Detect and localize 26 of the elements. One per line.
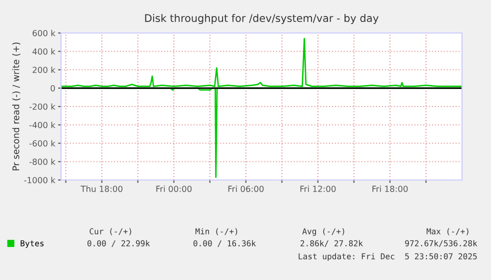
text: Cur (-/+) xyxy=(90,228,132,236)
text: Last update: Fri Dec 5 23:50:07 2025 xyxy=(298,253,477,261)
y-tick-label: -600 k xyxy=(29,140,56,147)
y-tick-label: 0 xyxy=(50,85,55,92)
y-tick-label: -1000 k xyxy=(24,176,56,184)
text: Avg (-/+) xyxy=(302,228,344,236)
text: 972.67k/536.28k xyxy=(405,240,478,247)
y-tick-label: 400 k xyxy=(32,48,56,55)
x-tick-label: Thu 18:00 xyxy=(80,186,122,192)
y-tick-label: 600 k xyxy=(32,30,56,36)
x-tick-label: Fri 06:00 xyxy=(228,186,264,192)
y-tick-label: 200 k xyxy=(32,66,56,74)
text: Min (-/+) xyxy=(196,228,238,236)
x-tick-label: Fri 00:00 xyxy=(156,186,192,192)
chart-title: Disk throughput for /dev/system/var - by day xyxy=(145,14,379,24)
y-axis-title: Pr second read (-) / write (+) xyxy=(12,42,20,170)
y-tick-label: -800 k xyxy=(29,158,56,165)
x-tick-label: Fri 18:00 xyxy=(372,186,408,192)
legend-label: Bytes xyxy=(20,240,44,248)
y-tick-label: -200 k xyxy=(29,103,56,110)
y-tick-label: -400 k xyxy=(29,122,56,128)
text: Max (-/+) xyxy=(426,228,468,236)
text: 0.00 / 22.99k xyxy=(87,240,150,247)
x-tick-label: Fri 12:00 xyxy=(300,186,336,192)
text: 2.86k/ 27.82k xyxy=(300,240,363,247)
text: 0.00 / 16.36k xyxy=(193,240,256,247)
